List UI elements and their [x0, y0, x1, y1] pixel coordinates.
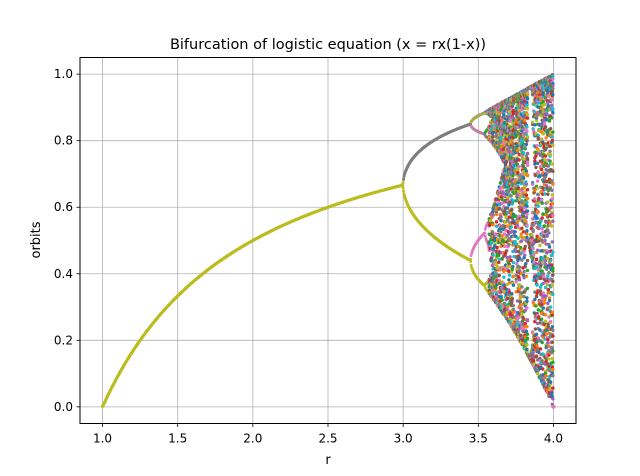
- orbit-points: [101, 73, 556, 409]
- chart-title: Bifurcation of logistic equation (x = rx…: [170, 37, 486, 53]
